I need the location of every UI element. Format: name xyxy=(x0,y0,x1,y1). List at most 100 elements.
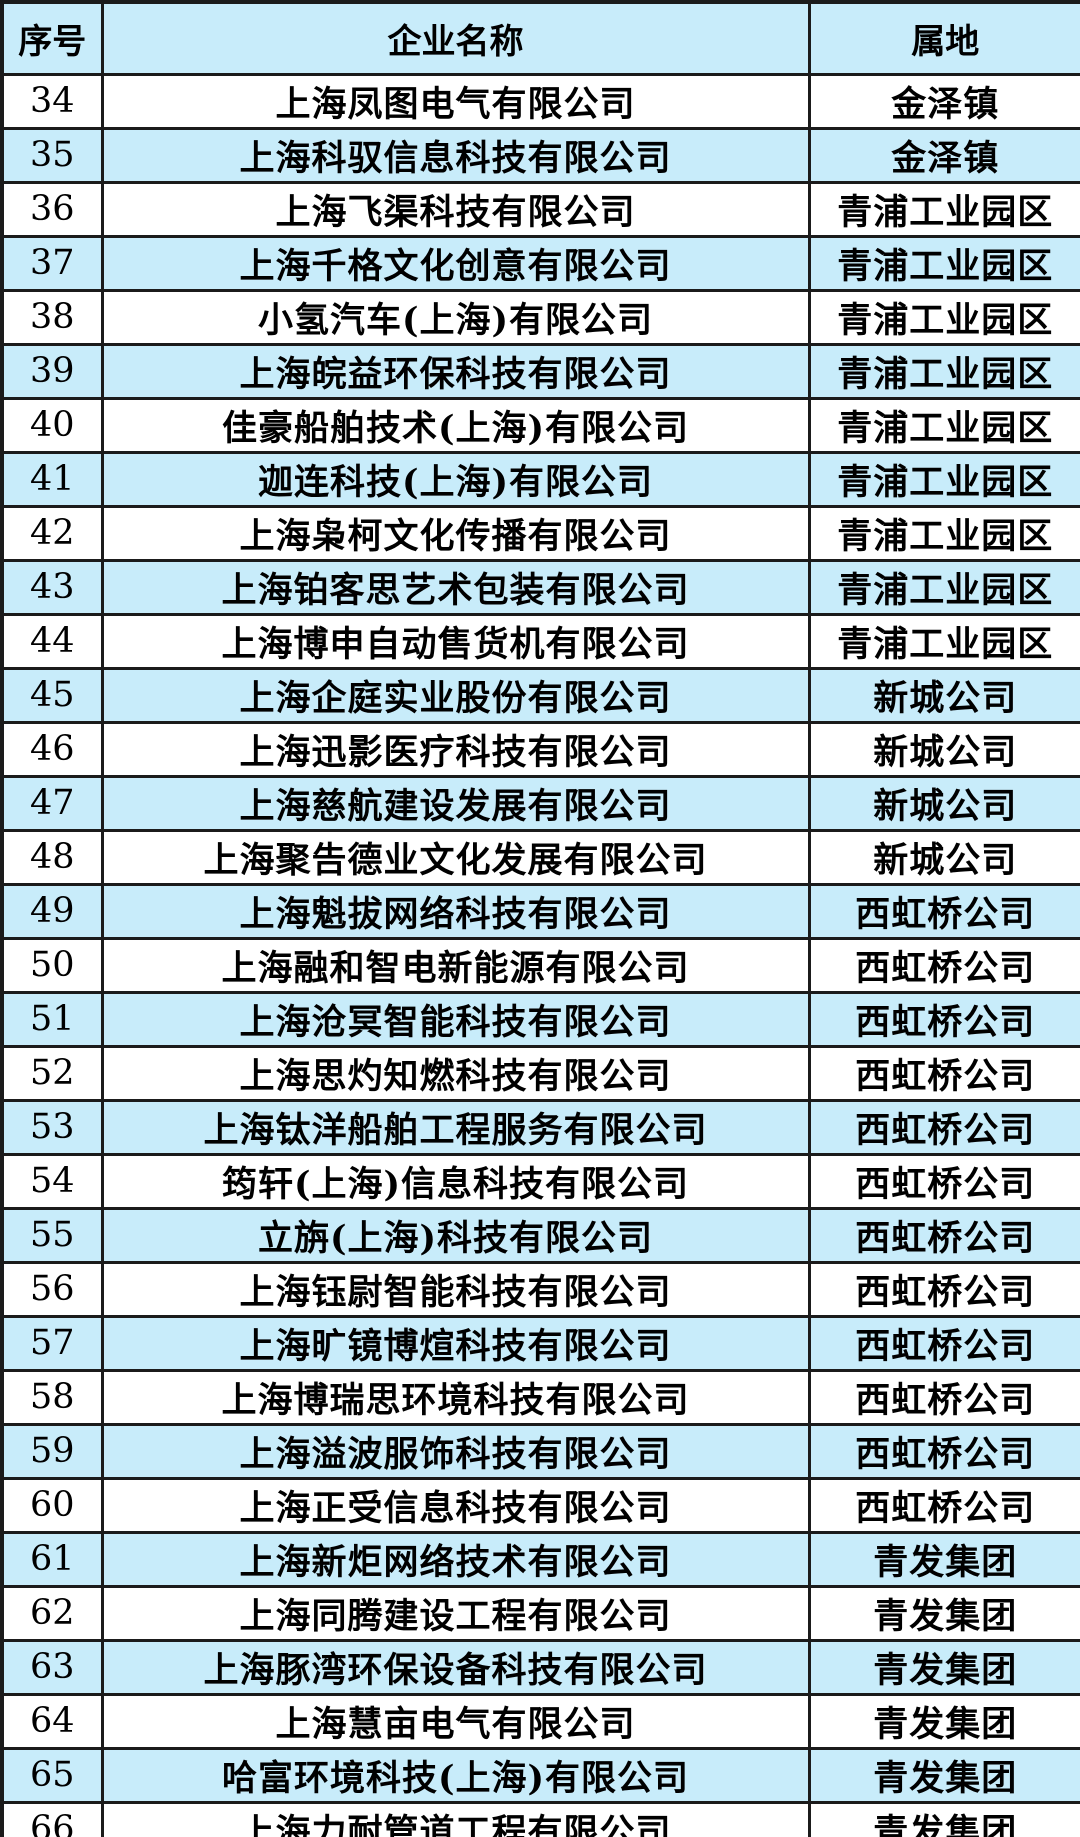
district-cell: 西虹桥公司 xyxy=(807,1314,1080,1372)
table-row: 64 上海慧亩电气有限公司 青发集团 xyxy=(0,1692,1080,1750)
company-name-cell: 上海新炬网络技术有限公司 xyxy=(100,1530,811,1588)
district-cell: 青浦工业园区 xyxy=(807,612,1080,670)
company-name-cell: 上海豚湾环保设备科技有限公司 xyxy=(100,1638,811,1696)
company-name-cell: 筠轩(上海)信息科技有限公司 xyxy=(100,1152,811,1210)
row-number-cell: 55 xyxy=(0,1206,104,1264)
row-number-cell: 52 xyxy=(0,1044,104,1102)
row-number-cell: 34 xyxy=(0,72,104,130)
row-number-cell: 47 xyxy=(0,774,104,832)
table-row: 56 上海钰尉智能科技有限公司 西虹桥公司 xyxy=(0,1260,1080,1318)
table-body: 34 上海凤图电气有限公司 金泽镇 35 上海科驭信息科技有限公司 金泽镇 36… xyxy=(0,72,1080,1837)
table-row: 39 上海皖益环保科技有限公司 青浦工业园区 xyxy=(0,342,1080,400)
district-cell: 青发集团 xyxy=(807,1746,1080,1804)
company-name-cell: 上海飞渠科技有限公司 xyxy=(100,180,811,238)
row-number-cell: 51 xyxy=(0,990,104,1048)
row-number-cell: 46 xyxy=(0,720,104,778)
district-cell: 青浦工业园区 xyxy=(807,342,1080,400)
company-name-cell: 上海博瑞思环境科技有限公司 xyxy=(100,1368,811,1426)
district-cell: 金泽镇 xyxy=(807,126,1080,184)
company-name-cell: 上海溢波服饰科技有限公司 xyxy=(100,1422,811,1480)
company-name-cell: 上海慈航建设发展有限公司 xyxy=(100,774,811,832)
district-cell: 青浦工业园区 xyxy=(807,558,1080,616)
row-number-cell: 58 xyxy=(0,1368,104,1426)
company-name-cell: 立旃(上海)科技有限公司 xyxy=(100,1206,811,1264)
table-row: 49 上海魁拔网络科技有限公司 西虹桥公司 xyxy=(0,882,1080,940)
company-name-cell: 上海思灼知燃科技有限公司 xyxy=(100,1044,811,1102)
district-cell: 西虹桥公司 xyxy=(807,1152,1080,1210)
column-header-district: 属地 xyxy=(807,0,1080,76)
row-number-cell: 38 xyxy=(0,288,104,346)
district-cell: 青浦工业园区 xyxy=(807,180,1080,238)
table-row: 58 上海博瑞思环境科技有限公司 西虹桥公司 xyxy=(0,1368,1080,1426)
district-cell: 西虹桥公司 xyxy=(807,1044,1080,1102)
row-number-cell: 40 xyxy=(0,396,104,454)
table-row: 60 上海正受信息科技有限公司 西虹桥公司 xyxy=(0,1476,1080,1534)
row-number-cell: 44 xyxy=(0,612,104,670)
company-name-cell: 上海千格文化创意有限公司 xyxy=(100,234,811,292)
row-number-cell: 43 xyxy=(0,558,104,616)
table-row: 42 上海枭柯文化传播有限公司 青浦工业园区 xyxy=(0,504,1080,562)
table-row: 62 上海同腾建设工程有限公司 青发集团 xyxy=(0,1584,1080,1642)
company-name-cell: 上海钰尉智能科技有限公司 xyxy=(100,1260,811,1318)
table-row: 40 佳豪船舶技术(上海)有限公司 青浦工业园区 xyxy=(0,396,1080,454)
row-number-cell: 50 xyxy=(0,936,104,994)
company-name-cell: 上海企庭实业股份有限公司 xyxy=(100,666,811,724)
row-number-cell: 66 xyxy=(0,1800,104,1837)
company-name-cell: 迦连科技(上海)有限公司 xyxy=(100,450,811,508)
district-cell: 新城公司 xyxy=(807,720,1080,778)
company-name-cell: 上海力耐管道工程有限公司 xyxy=(100,1800,811,1837)
table-row: 54 筠轩(上海)信息科技有限公司 西虹桥公司 xyxy=(0,1152,1080,1210)
table-row: 61 上海新炬网络技术有限公司 青发集团 xyxy=(0,1530,1080,1588)
table-row: 45 上海企庭实业股份有限公司 新城公司 xyxy=(0,666,1080,724)
table-row: 34 上海凤图电气有限公司 金泽镇 xyxy=(0,72,1080,130)
district-cell: 新城公司 xyxy=(807,666,1080,724)
company-name-cell: 上海魁拔网络科技有限公司 xyxy=(100,882,811,940)
company-name-cell: 上海钛洋船舶工程服务有限公司 xyxy=(100,1098,811,1156)
district-cell: 青发集团 xyxy=(807,1638,1080,1696)
district-cell: 西虹桥公司 xyxy=(807,1476,1080,1534)
district-cell: 西虹桥公司 xyxy=(807,1206,1080,1264)
row-number-cell: 56 xyxy=(0,1260,104,1318)
district-cell: 青发集团 xyxy=(807,1530,1080,1588)
district-cell: 新城公司 xyxy=(807,828,1080,886)
company-name-cell: 佳豪船舶技术(上海)有限公司 xyxy=(100,396,811,454)
row-number-cell: 60 xyxy=(0,1476,104,1534)
district-cell: 西虹桥公司 xyxy=(807,990,1080,1048)
company-name-cell: 上海慧亩电气有限公司 xyxy=(100,1692,811,1750)
company-name-cell: 上海正受信息科技有限公司 xyxy=(100,1476,811,1534)
district-cell: 西虹桥公司 xyxy=(807,1368,1080,1426)
column-header-company-name: 企业名称 xyxy=(100,0,811,76)
district-cell: 新城公司 xyxy=(807,774,1080,832)
row-number-cell: 49 xyxy=(0,882,104,940)
district-cell: 青浦工业园区 xyxy=(807,234,1080,292)
row-number-cell: 57 xyxy=(0,1314,104,1372)
table-row: 48 上海聚告德业文化发展有限公司 新城公司 xyxy=(0,828,1080,886)
table-row: 55 立旃(上海)科技有限公司 西虹桥公司 xyxy=(0,1206,1080,1264)
table-row: 38 小氢汽车(上海)有限公司 青浦工业园区 xyxy=(0,288,1080,346)
company-name-cell: 上海博申自动售货机有限公司 xyxy=(100,612,811,670)
company-name-cell: 上海皖益环保科技有限公司 xyxy=(100,342,811,400)
row-number-cell: 63 xyxy=(0,1638,104,1696)
row-number-cell: 35 xyxy=(0,126,104,184)
company-name-cell: 上海旷镜博煊科技有限公司 xyxy=(100,1314,811,1372)
company-name-cell: 小氢汽车(上海)有限公司 xyxy=(100,288,811,346)
row-number-cell: 61 xyxy=(0,1530,104,1588)
company-name-cell: 上海凤图电气有限公司 xyxy=(100,72,811,130)
table-row: 51 上海沧冥智能科技有限公司 西虹桥公司 xyxy=(0,990,1080,1048)
district-cell: 西虹桥公司 xyxy=(807,936,1080,994)
company-name-cell: 上海科驭信息科技有限公司 xyxy=(100,126,811,184)
company-name-cell: 上海沧冥智能科技有限公司 xyxy=(100,990,811,1048)
company-name-cell: 上海迅影医疗科技有限公司 xyxy=(100,720,811,778)
district-cell: 青发集团 xyxy=(807,1692,1080,1750)
row-number-cell: 62 xyxy=(0,1584,104,1642)
district-cell: 西虹桥公司 xyxy=(807,882,1080,940)
row-number-cell: 45 xyxy=(0,666,104,724)
row-number-cell: 53 xyxy=(0,1098,104,1156)
row-number-cell: 48 xyxy=(0,828,104,886)
company-name-cell: 上海枭柯文化传播有限公司 xyxy=(100,504,811,562)
company-name-cell: 上海聚告德业文化发展有限公司 xyxy=(100,828,811,886)
row-number-cell: 41 xyxy=(0,450,104,508)
district-cell: 西虹桥公司 xyxy=(807,1098,1080,1156)
